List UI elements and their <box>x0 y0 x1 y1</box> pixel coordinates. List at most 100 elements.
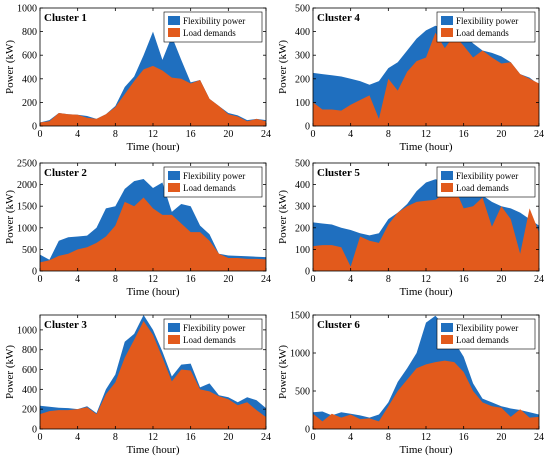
panel-title: Cluster 5 <box>317 167 360 179</box>
x-tick-label: 0 <box>311 129 316 140</box>
x-axis-label: Time (hour) <box>399 444 452 456</box>
legend: Flexibility power Load demands <box>163 166 263 198</box>
x-tick-label: 16 <box>186 129 196 140</box>
x-tick-label: 20 <box>496 129 506 140</box>
x-tick-label: 12 <box>421 129 431 140</box>
x-tick-label: 4 <box>348 274 353 285</box>
legend: Flexibility power Load demands <box>163 11 263 43</box>
x-tick-label: 16 <box>459 274 469 285</box>
x-tick-label: 24 <box>534 129 544 140</box>
x-axis-label: Time (hour) <box>399 286 452 298</box>
x-tick-label: 8 <box>113 274 118 285</box>
x-tick-label: 12 <box>148 129 158 140</box>
y-tick-label: 400 <box>295 180 310 191</box>
legend-swatch <box>168 323 180 332</box>
y-tick-label: 0 <box>32 425 37 436</box>
area-load-demands <box>40 197 266 271</box>
legend-swatch <box>441 28 453 37</box>
y-tick-label: 800 <box>22 345 37 356</box>
legend-swatch <box>441 16 453 25</box>
panel-2: 0 4 8 12 16 20 24 0 100 200 300 400 500 Time (hour) Po… <box>277 4 544 154</box>
area-load-demands <box>313 360 539 429</box>
legend-label: Flexibility power <box>183 171 245 181</box>
y-tick-label: 1000 <box>17 223 37 234</box>
y-tick-label: 800 <box>22 27 37 38</box>
y-tick-label: 2500 <box>17 159 37 170</box>
x-tick-label: 12 <box>148 432 158 443</box>
x-axis-label: Time (hour) <box>126 286 179 298</box>
x-tick-label: 0 <box>311 432 316 443</box>
x-tick-label: 20 <box>223 274 233 285</box>
y-tick-label: 300 <box>295 202 310 213</box>
x-tick-label: 16 <box>186 432 196 443</box>
panel-title: Cluster 3 <box>44 319 87 331</box>
x-tick-label: 24 <box>261 274 271 285</box>
y-tick-label: 200 <box>22 98 37 109</box>
y-tick-label: 100 <box>295 98 310 109</box>
y-tick-label: 200 <box>295 74 310 85</box>
y-tick-label: 400 <box>295 27 310 38</box>
legend-label: Load demands <box>183 28 236 38</box>
area-load-demands <box>313 32 539 126</box>
panel-title: Cluster 1 <box>44 12 87 24</box>
y-tick-label: 0 <box>32 122 37 133</box>
y-axis-label: Power (kW) <box>277 190 289 244</box>
legend-box <box>163 318 263 350</box>
legend: Flexibility power Load demands <box>436 166 536 198</box>
legend-box <box>436 166 536 198</box>
x-tick-label: 16 <box>459 432 469 443</box>
x-tick-label: 24 <box>261 432 271 443</box>
legend-box <box>163 11 263 43</box>
y-tick-label: 2000 <box>17 180 37 191</box>
y-tick-label: 0 <box>305 425 310 436</box>
legend-swatch <box>441 335 453 344</box>
y-tick-label: 500 <box>22 245 37 256</box>
legend: Flexibility power Load demands <box>436 318 536 350</box>
x-tick-label: 4 <box>348 432 353 443</box>
legend-swatch <box>168 171 180 180</box>
legend-label: Load demands <box>183 183 236 193</box>
x-tick-label: 8 <box>113 129 118 140</box>
x-tick-label: 0 <box>38 129 43 140</box>
panel-title: Cluster 4 <box>317 12 360 24</box>
y-tick-label: 600 <box>22 365 37 376</box>
y-tick-label: 300 <box>295 51 310 62</box>
x-tick-label: 20 <box>496 432 506 443</box>
legend-box <box>436 11 536 43</box>
y-tick-label: 200 <box>22 405 37 416</box>
y-tick-label: 500 <box>295 4 310 15</box>
panel-title: Cluster 6 <box>317 319 360 331</box>
panel-5: 0 4 8 12 16 20 24 0 200 400 600 800 1000 Time (hour) P… <box>4 314 271 456</box>
y-tick-label: 500 <box>295 387 310 398</box>
legend: Flexibility power Load demands <box>436 11 536 43</box>
x-tick-label: 4 <box>348 129 353 140</box>
x-tick-label: 20 <box>496 274 506 285</box>
x-tick-label: 20 <box>223 432 233 443</box>
x-tick-label: 0 <box>38 274 43 285</box>
y-tick-label: 400 <box>22 385 37 396</box>
legend-label: Load demands <box>456 28 509 38</box>
x-tick-label: 4 <box>75 432 80 443</box>
x-axis-label: Time (hour) <box>399 141 452 153</box>
legend-swatch <box>168 335 180 344</box>
y-tick-label: 1000 <box>17 4 37 15</box>
y-tick-label: 200 <box>295 223 310 234</box>
y-tick-label: 0 <box>305 122 310 133</box>
area-load-demands <box>40 320 266 429</box>
legend-label: Flexibility power <box>456 171 518 181</box>
panel-title: Cluster 2 <box>44 167 87 179</box>
legend-label: Flexibility power <box>183 323 245 333</box>
x-tick-label: 4 <box>75 129 80 140</box>
x-tick-label: 12 <box>421 432 431 443</box>
area-load-demands <box>313 186 539 271</box>
x-tick-label: 16 <box>186 274 196 285</box>
legend-label: Flexibility power <box>456 323 518 333</box>
y-tick-label: 0 <box>32 267 37 278</box>
legend-label: Load demands <box>456 335 509 345</box>
legend-swatch <box>168 183 180 192</box>
legend-label: Flexibility power <box>456 16 518 26</box>
y-tick-label: 1500 <box>290 311 310 322</box>
x-tick-label: 12 <box>148 274 158 285</box>
y-tick-label: 400 <box>22 74 37 85</box>
x-tick-label: 12 <box>421 274 431 285</box>
